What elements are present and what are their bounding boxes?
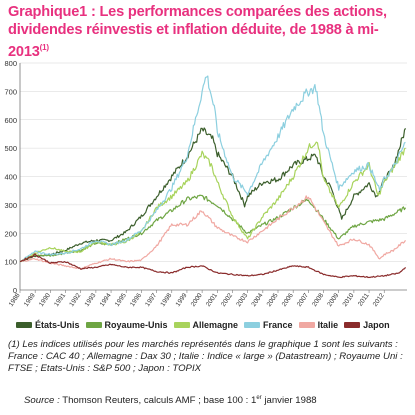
source-ordinal: er <box>256 395 262 401</box>
x-tick-label: 2009 <box>326 292 340 308</box>
legend-swatch <box>298 322 315 328</box>
legend-item: États-Unis <box>16 320 80 330</box>
line-chart: 0 100 200 300 400 500 600 700 800 1988 1989 1990 199… <box>0 55 415 337</box>
legend-label: Italie <box>317 320 339 330</box>
y-tick-label: 100 <box>4 258 17 267</box>
x-tick-label: 1992 <box>68 292 82 308</box>
chart-title-line2: dividendes réinvestis et inflation dédui… <box>8 22 379 60</box>
x-tick-label: 2004 <box>250 292 264 308</box>
x-tick-label: 1997 <box>144 292 158 308</box>
source-text: Thomson Reuters, calculs AMF ; base 100 … <box>62 395 257 407</box>
series-line-3 <box>20 141 406 263</box>
x-tick-label: 2012 <box>372 292 386 308</box>
chart-title-line1: Graphique1 : Les performances comparées … <box>8 4 387 20</box>
source-text-end: janvier 1988 <box>261 395 317 407</box>
series-line-5 <box>19 195 407 270</box>
y-tick-label: 300 <box>4 201 17 210</box>
x-tick-label: 1990 <box>38 292 52 308</box>
x-tick-label: 2003 <box>235 292 249 308</box>
x-tick-label: 1989 <box>23 292 37 308</box>
series-line-6 <box>19 253 406 279</box>
y-tick-label: 700 <box>4 87 17 96</box>
x-tick-label: 2008 <box>311 292 325 308</box>
x-tick-label: 1988 <box>8 292 22 308</box>
legend-item: France <box>244 320 293 330</box>
x-tick-label: 2007 <box>296 292 310 308</box>
footnote: (1) Les indices utilisés pour les marché… <box>8 339 403 374</box>
legend-swatch <box>85 322 102 328</box>
legend-swatch <box>173 322 190 328</box>
x-tick-label: 1998 <box>159 292 173 308</box>
legend-swatch <box>244 322 261 328</box>
series-line-1 <box>19 127 407 263</box>
legend-item: Allemagne <box>173 320 239 330</box>
x-tick-label: 2011 <box>357 292 371 308</box>
x-tick-label: 1994 <box>99 292 113 308</box>
y-tick-label: 500 <box>4 144 17 153</box>
y-tick-label: 600 <box>4 116 17 125</box>
x-tick-label: 2006 <box>281 292 295 308</box>
x-tick-label: 2000 <box>190 292 204 308</box>
series-line-4 <box>19 75 406 263</box>
chart-title-footnote-marker: (1) <box>39 43 49 52</box>
x-tick-label: 2005 <box>266 292 280 308</box>
source-note: Source : Thomson Reuters, calculs AMF ; … <box>24 392 414 407</box>
x-tick-label: 1991 <box>53 292 67 308</box>
x-tick-label: 1993 <box>83 292 97 308</box>
y-tick-label: 0 <box>13 286 17 295</box>
legend-label: États-Unis <box>35 320 80 330</box>
legend-item: Royaume-Unis <box>85 320 168 330</box>
legend-label: France <box>263 320 293 330</box>
x-tick-label: 2010 <box>341 292 355 308</box>
chart-legend: États-Unis Royaume-Unis Allemagne France Ita… <box>16 318 411 332</box>
y-tick-label: 800 <box>4 59 17 68</box>
x-tick-label: 1995 <box>114 292 128 308</box>
y-tick-label: 200 <box>4 229 17 238</box>
y-tick-label: 400 <box>4 173 17 182</box>
legend-item: Italie <box>298 320 339 330</box>
legend-swatch <box>16 322 32 328</box>
x-tick-label: 2001 <box>205 292 219 308</box>
legend-label: Japon <box>363 320 390 330</box>
legend-label: Royaume-Unis <box>104 320 168 330</box>
x-tick-label: 2002 <box>220 292 234 308</box>
legend-item: Japon <box>344 320 390 330</box>
x-tick-label: 1996 <box>129 292 143 308</box>
source-label: Source : <box>24 395 60 407</box>
legend-label: Allemagne <box>192 320 239 330</box>
x-tick-label: 1999 <box>175 292 189 308</box>
chart-title: Graphique1 : Les performances comparées … <box>8 3 410 61</box>
legend-swatch <box>344 322 361 328</box>
